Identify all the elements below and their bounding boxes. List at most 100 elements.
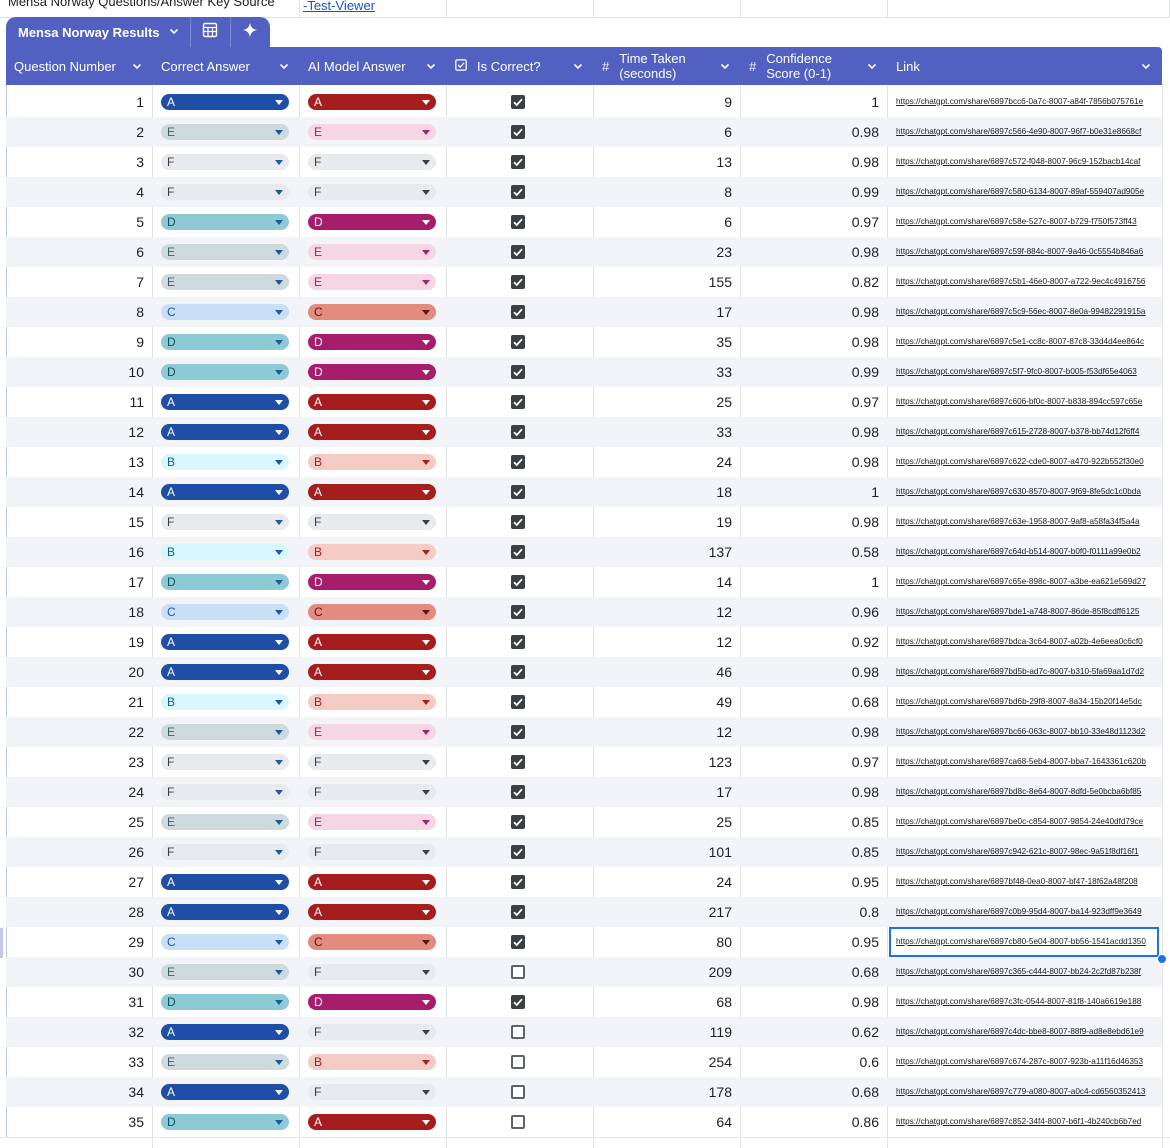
table-row[interactable]: 6 E E 23 0.98 https://chatgpt.com/share/6897c…: [6, 237, 1162, 267]
model-answer-chip[interactable]: A: [308, 424, 436, 440]
table-row[interactable]: 29 C C 80 0.95 https://chatgpt.com/share/6897…: [6, 927, 1162, 957]
question-number-cell[interactable]: 6: [136, 244, 144, 260]
confidence-score-cell[interactable]: 0.85: [851, 844, 879, 860]
share-link[interactable]: https://chatgpt.com/share/6897bdca-3c64-…: [896, 637, 1143, 646]
sheet-cell[interactable]: [741, 0, 888, 17]
table-row[interactable]: 31 D D 68 0.98 https://chatgpt.com/share/6897…: [6, 987, 1162, 1017]
checked-checkbox[interactable]: [511, 665, 525, 679]
time-taken-cell[interactable]: 80: [716, 934, 732, 950]
unchecked-checkbox[interactable]: [511, 1025, 525, 1039]
correct-answer-chip[interactable]: B: [161, 694, 289, 710]
question-number-cell[interactable]: 1: [136, 94, 144, 110]
checked-checkbox[interactable]: [511, 635, 525, 649]
dropdown-arrow-icon[interactable]: [275, 160, 283, 165]
confidence-score-cell[interactable]: 0.98: [851, 454, 879, 470]
time-taken-cell[interactable]: 123: [708, 754, 732, 770]
time-taken-cell[interactable]: 137: [708, 544, 732, 560]
model-answer-chip[interactable]: B: [308, 1054, 436, 1070]
confidence-score-cell[interactable]: 0.98: [851, 784, 879, 800]
confidence-score-cell[interactable]: 1: [871, 574, 879, 590]
correct-answer-chip[interactable]: E: [161, 964, 289, 980]
share-link[interactable]: https://chatgpt.com/share/6897c674-287c-…: [896, 1057, 1144, 1066]
confidence-score-cell[interactable]: 0.98: [851, 514, 879, 530]
dropdown-arrow-icon[interactable]: [275, 970, 283, 975]
time-taken-cell[interactable]: 8: [724, 184, 732, 200]
time-taken-cell[interactable]: 209: [708, 964, 732, 980]
checked-checkbox[interactable]: [511, 905, 525, 919]
checked-checkbox[interactable]: [511, 215, 525, 229]
checked-checkbox[interactable]: [511, 305, 525, 319]
model-answer-chip[interactable]: A: [308, 94, 436, 110]
confidence-score-cell[interactable]: 0.98: [851, 244, 879, 260]
dropdown-arrow-icon[interactable]: [422, 850, 430, 855]
confidence-score-cell[interactable]: 0.98: [851, 724, 879, 740]
share-link[interactable]: https://chatgpt.com/share/6897c58e-527c-…: [896, 217, 1137, 226]
dropdown-arrow-icon[interactable]: [422, 970, 430, 975]
confidence-score-cell[interactable]: 0.62: [851, 1024, 879, 1040]
correct-answer-chip[interactable]: A: [161, 484, 289, 500]
model-answer-chip[interactable]: D: [308, 364, 436, 380]
time-taken-cell[interactable]: 24: [716, 454, 732, 470]
confidence-score-cell[interactable]: 0.95: [851, 874, 879, 890]
unchecked-checkbox[interactable]: [511, 965, 525, 979]
dropdown-arrow-icon[interactable]: [422, 400, 430, 405]
confidence-score-cell[interactable]: 0.96: [851, 604, 879, 620]
question-number-cell[interactable]: 34: [128, 1084, 144, 1100]
model-answer-chip[interactable]: B: [308, 544, 436, 560]
share-link[interactable]: https://chatgpt.com/share/6897c3fc-0544-…: [896, 997, 1142, 1006]
model-answer-chip[interactable]: F: [308, 1084, 436, 1100]
dropdown-arrow-icon[interactable]: [275, 430, 283, 435]
dropdown-arrow-icon[interactable]: [275, 220, 283, 225]
dropdown-arrow-icon[interactable]: [275, 550, 283, 555]
dropdown-arrow-icon[interactable]: [422, 460, 430, 465]
dropdown-arrow-icon[interactable]: [275, 880, 283, 885]
confidence-score-cell[interactable]: 0.68: [851, 694, 879, 710]
confidence-score-cell[interactable]: 0.98: [851, 334, 879, 350]
checked-checkbox[interactable]: [511, 995, 525, 1009]
question-number-cell[interactable]: 9: [136, 334, 144, 350]
correct-answer-chip[interactable]: E: [161, 814, 289, 830]
time-taken-cell[interactable]: 13: [716, 154, 732, 170]
checked-checkbox[interactable]: [511, 125, 525, 139]
checked-checkbox[interactable]: [511, 365, 525, 379]
correct-answer-chip[interactable]: C: [161, 604, 289, 620]
table-row[interactable]: 11 A A 25 0.97 https://chatgpt.com/share/6897…: [6, 387, 1162, 417]
chevron-down-icon[interactable]: [278, 60, 290, 75]
column-header[interactable]: AI Model Answer: [300, 47, 447, 85]
dropdown-arrow-icon[interactable]: [422, 280, 430, 285]
model-answer-chip[interactable]: E: [308, 124, 436, 140]
time-taken-cell[interactable]: 23: [716, 244, 732, 260]
question-number-cell[interactable]: 26: [128, 844, 144, 860]
time-taken-cell[interactable]: 6: [724, 124, 732, 140]
question-number-cell[interactable]: 4: [136, 184, 144, 200]
column-header[interactable]: Link: [888, 47, 1162, 85]
share-link[interactable]: https://chatgpt.com/share/6897c365-c444-…: [896, 967, 1141, 976]
model-answer-chip[interactable]: A: [308, 394, 436, 410]
confidence-score-cell[interactable]: 0.98: [851, 424, 879, 440]
confidence-score-cell[interactable]: 0.68: [851, 964, 879, 980]
table-row[interactable]: 26 F F 101 0.85 https://chatgpt.com/share/689…: [6, 837, 1162, 867]
correct-answer-chip[interactable]: F: [161, 784, 289, 800]
question-number-cell[interactable]: 20: [128, 664, 144, 680]
question-number-cell[interactable]: 13: [128, 454, 144, 470]
confidence-score-cell[interactable]: 0.99: [851, 184, 879, 200]
correct-answer-chip[interactable]: C: [161, 304, 289, 320]
time-taken-cell[interactable]: 68: [716, 994, 732, 1010]
model-answer-chip[interactable]: F: [308, 754, 436, 770]
dropdown-arrow-icon[interactable]: [422, 940, 430, 945]
time-taken-cell[interactable]: 64: [716, 1114, 732, 1130]
table-name-tab[interactable]: Mensa Norway Results: [6, 17, 190, 47]
table-row[interactable]: 9 D D 35 0.98 https://chatgpt.com/share/6897c…: [6, 327, 1162, 357]
dropdown-arrow-icon[interactable]: [275, 940, 283, 945]
correct-answer-chip[interactable]: F: [161, 844, 289, 860]
correct-answer-chip[interactable]: D: [161, 364, 289, 380]
question-number-cell[interactable]: 2: [136, 124, 144, 140]
share-link[interactable]: https://chatgpt.com/share/6897c64d-b514-…: [896, 547, 1141, 556]
confidence-score-cell[interactable]: 0.97: [851, 754, 879, 770]
dropdown-arrow-icon[interactable]: [275, 280, 283, 285]
correct-answer-chip[interactable]: D: [161, 334, 289, 350]
correct-answer-chip[interactable]: A: [161, 904, 289, 920]
correct-answer-chip[interactable]: C: [161, 934, 289, 950]
correct-answer-chip[interactable]: D: [161, 1114, 289, 1130]
table-row[interactable]: 20 A A 46 0.98 https://chatgpt.com/share/6897…: [6, 657, 1162, 687]
